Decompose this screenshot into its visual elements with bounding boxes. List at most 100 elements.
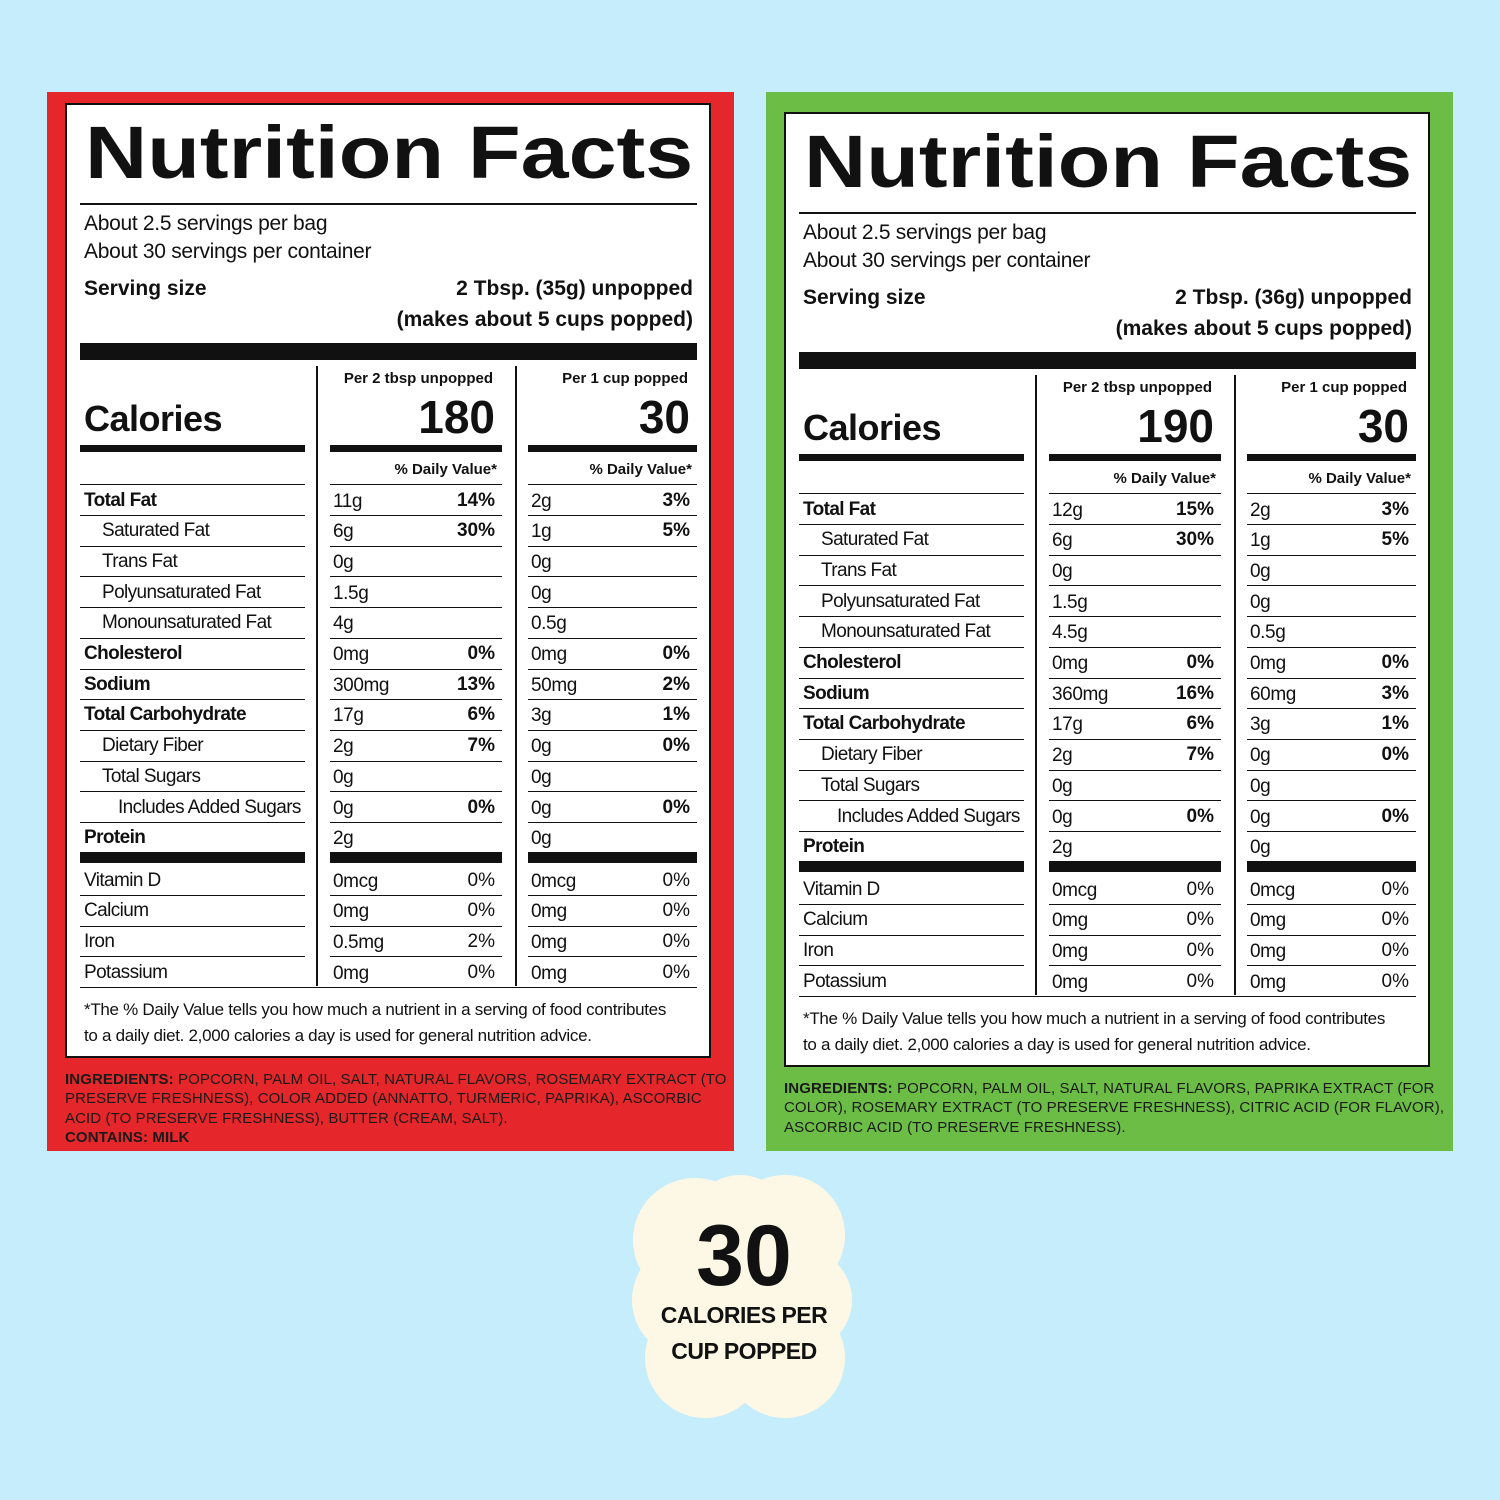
daily-value: 0% [1186,939,1214,961]
ingredients-text: POPCORN, PALM OIL, SALT, NATURAL FLAVORS… [784,1080,1445,1136]
daily-value: 6% [467,704,495,726]
amount: 2g [333,828,354,850]
rule [528,445,697,452]
daily-value: 1% [1381,713,1409,735]
rule [1247,554,1416,556]
rule [80,699,305,701]
daily-value: 16% [1175,682,1214,704]
amount: 3g [1250,714,1271,736]
rule [1247,800,1416,802]
footnote: *The % Daily Value tells you how much a … [84,999,667,1019]
nutrient-name: Total Fat [803,498,876,520]
rule [80,607,305,609]
rule [80,925,305,927]
daily-value: 6% [1186,713,1214,735]
rule [1247,493,1416,494]
rule [799,800,1024,802]
column-heading: Per 1 cup popped [1281,378,1407,396]
amount: 0g [1052,560,1073,582]
amount: 1g [531,521,552,543]
rule [80,203,697,205]
rule [80,895,305,896]
rule [1049,454,1221,461]
amount: 1.5g [1052,591,1088,613]
nutrient-name: Iron [803,939,834,961]
daily-value: 0% [1381,939,1409,961]
rule [1247,708,1416,710]
rule [80,668,305,670]
rule [1247,861,1416,872]
rule [528,637,697,639]
amount: 0mg [1052,910,1088,932]
rule [799,524,1024,525]
nutrient-name: Monounsaturated Fat [102,612,272,634]
rule [80,852,305,863]
column-divider [1234,375,1236,995]
daily-value: 2% [467,930,495,952]
rule [799,904,1024,905]
nutrient-name: Polyunsaturated Fat [102,581,261,603]
amount: 0mcg [333,870,378,892]
amount: 0mg [531,644,567,665]
amount: 2g [1052,745,1073,767]
daily-value: 30% [1175,529,1214,551]
serving-size: (makes about 5 cups popped) [396,307,693,331]
amount: 0g [531,797,552,819]
rule [528,576,697,578]
rule [528,729,697,731]
rule [799,965,1024,967]
rule [1049,677,1221,679]
daily-value: 13% [456,673,495,695]
nutrient-name: Includes Added Sugars [118,796,301,818]
rule [528,760,697,762]
rule [799,861,1024,872]
rule [1247,769,1416,771]
rule [330,637,502,639]
rule [1049,831,1221,832]
rule [80,956,305,958]
rule [1049,708,1221,710]
rule [330,791,502,793]
amount: 17g [1052,714,1083,736]
ingredients: INGREDIENTS: POPCORN, PALM OIL, SALT, NA… [784,1079,1452,1137]
servings: About 2.5 servings per bag [84,211,328,235]
rule [1247,524,1416,525]
rule [799,352,1416,369]
label-title: Nutrition Facts [804,120,1413,203]
amount: 50mg [531,674,577,696]
amount: 300mg [333,674,390,696]
rule [1247,904,1416,905]
amount: 0g [1250,560,1271,582]
rule [330,956,502,958]
amount: 0.5g [1250,622,1286,644]
nutrient-name: Potassium [84,961,168,983]
serving-size: 2 Tbsp. (36g) unpopped [1175,285,1412,309]
daily-value: 0% [467,796,495,818]
rule [330,822,502,823]
daily-value: 5% [662,520,690,542]
rule [799,493,1024,494]
rule [1049,769,1221,771]
rule [1247,831,1416,832]
daily-value: 0% [467,900,495,922]
footnote: to a daily diet. 2,000 calories a day is… [84,1025,592,1045]
rule [1247,965,1416,967]
rule [80,576,305,578]
rule [1247,677,1416,679]
dv-heading: % Daily Value* [394,460,497,478]
nutrient-name: Saturated Fat [102,520,210,542]
nutrient-name: Total Sugars [102,765,201,787]
daily-value: 0% [467,643,495,664]
rule [1049,646,1221,648]
daily-value: 0% [1186,970,1214,992]
serving-size: (makes about 5 cups popped) [1115,316,1412,340]
nutrient-name: Sodium [803,682,870,704]
rule [528,822,697,823]
daily-value: 3% [1381,498,1409,520]
rule [1247,934,1416,936]
nutrient-name: Protein [84,827,146,849]
rule [1049,616,1221,618]
rule [799,769,1024,771]
amount: 0mg [1052,653,1088,674]
amount: 0g [1052,775,1073,797]
